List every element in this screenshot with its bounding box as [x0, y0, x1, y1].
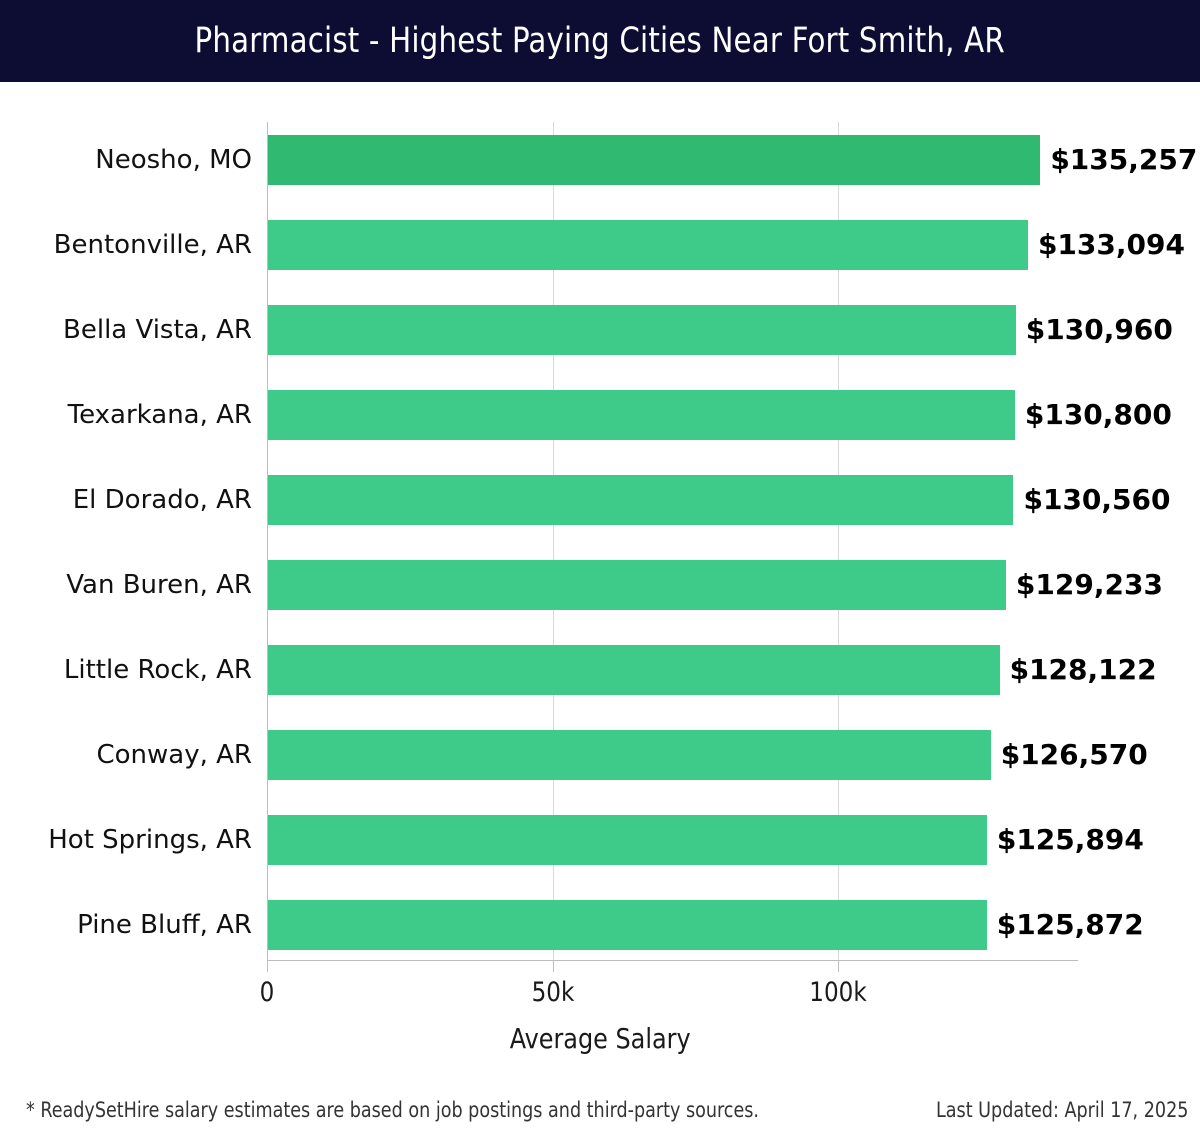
bar-row: Texarkana, AR $130,800: [0, 390, 1200, 440]
x-tick-label: 100k: [809, 977, 867, 1008]
category-label: Van Buren, AR: [66, 570, 252, 600]
gridline: [838, 122, 839, 960]
category-label: Neosho, MO: [95, 145, 252, 175]
bar-row: El Dorado, AR $130,560: [0, 475, 1200, 525]
category-label: Hot Springs, AR: [48, 825, 252, 855]
bar-value-label: $130,800: [1024, 398, 1172, 431]
bar-value-label: $129,233: [1015, 568, 1163, 601]
x-tick-mark: [267, 960, 268, 972]
bar[interactable]: [268, 730, 991, 780]
footer-last-updated: Last Updated: April 17, 2025: [935, 1098, 1188, 1122]
gridline: [552, 122, 554, 960]
bar-value-label: $130,960: [1025, 313, 1173, 346]
bar-value-label: $133,094: [1037, 228, 1185, 261]
bar-row: Bentonville, AR $133,094: [0, 220, 1200, 270]
x-tick-label: 0: [259, 977, 275, 1008]
x-tick-mark: [838, 960, 839, 972]
bar[interactable]: [268, 645, 1000, 695]
x-axis-line: [267, 960, 1078, 961]
category-label: Pine Bluff, AR: [77, 910, 252, 940]
bar-row: Pine Bluff, AR $125,872: [0, 900, 1200, 950]
bar-value-label: $130,560: [1023, 483, 1171, 516]
bar-row: Little Rock, AR $128,122: [0, 645, 1200, 695]
category-label: El Dorado, AR: [72, 485, 252, 515]
bar[interactable]: [268, 135, 1041, 185]
category-label: Conway, AR: [96, 740, 252, 770]
chart-header: Pharmacist - Highest Paying Cities Near …: [0, 0, 1200, 82]
bar[interactable]: [268, 900, 987, 950]
bar[interactable]: [268, 220, 1028, 270]
bar[interactable]: [268, 560, 1006, 610]
bar-row: Bella Vista, AR $130,960: [0, 305, 1200, 355]
page-title: Pharmacist - Highest Paying Cities Near …: [194, 21, 1006, 61]
bar-value-label: $128,122: [1009, 653, 1157, 686]
x-axis-title: Average Salary: [0, 1022, 1200, 1055]
category-label: Bella Vista, AR: [63, 315, 252, 345]
x-axis-title-label: Average Salary: [509, 1022, 691, 1055]
footer-disclaimer: * ReadySetHire salary estimates are base…: [26, 1098, 759, 1122]
chart-footer: * ReadySetHire salary estimates are base…: [0, 1098, 1200, 1126]
x-tick-label: 50k: [531, 977, 574, 1008]
bar-value-label: $126,570: [1000, 738, 1148, 771]
x-tick-mark: [552, 960, 554, 972]
bar-value-label: $135,257: [1050, 143, 1198, 176]
bar[interactable]: [268, 475, 1014, 525]
plot-area: 0 50k 100k Neosho, MO $135,257 Bentonville, …: [0, 82, 1200, 1140]
bar-row: Hot Springs, AR $125,894: [0, 815, 1200, 865]
category-label: Little Rock, AR: [63, 655, 252, 685]
bar-value-label: $125,872: [996, 908, 1144, 941]
y-axis-line: [267, 122, 268, 960]
bar[interactable]: [268, 305, 1016, 355]
category-label: Bentonville, AR: [53, 230, 252, 260]
bar-row: Conway, AR $126,570: [0, 730, 1200, 780]
bar-value-label: $125,894: [996, 823, 1144, 856]
bar[interactable]: [268, 815, 987, 865]
bar[interactable]: [268, 390, 1015, 440]
bar-row: Van Buren, AR $129,233: [0, 560, 1200, 610]
category-label: Texarkana, AR: [67, 400, 252, 430]
bar-row: Neosho, MO $135,257: [0, 135, 1200, 185]
